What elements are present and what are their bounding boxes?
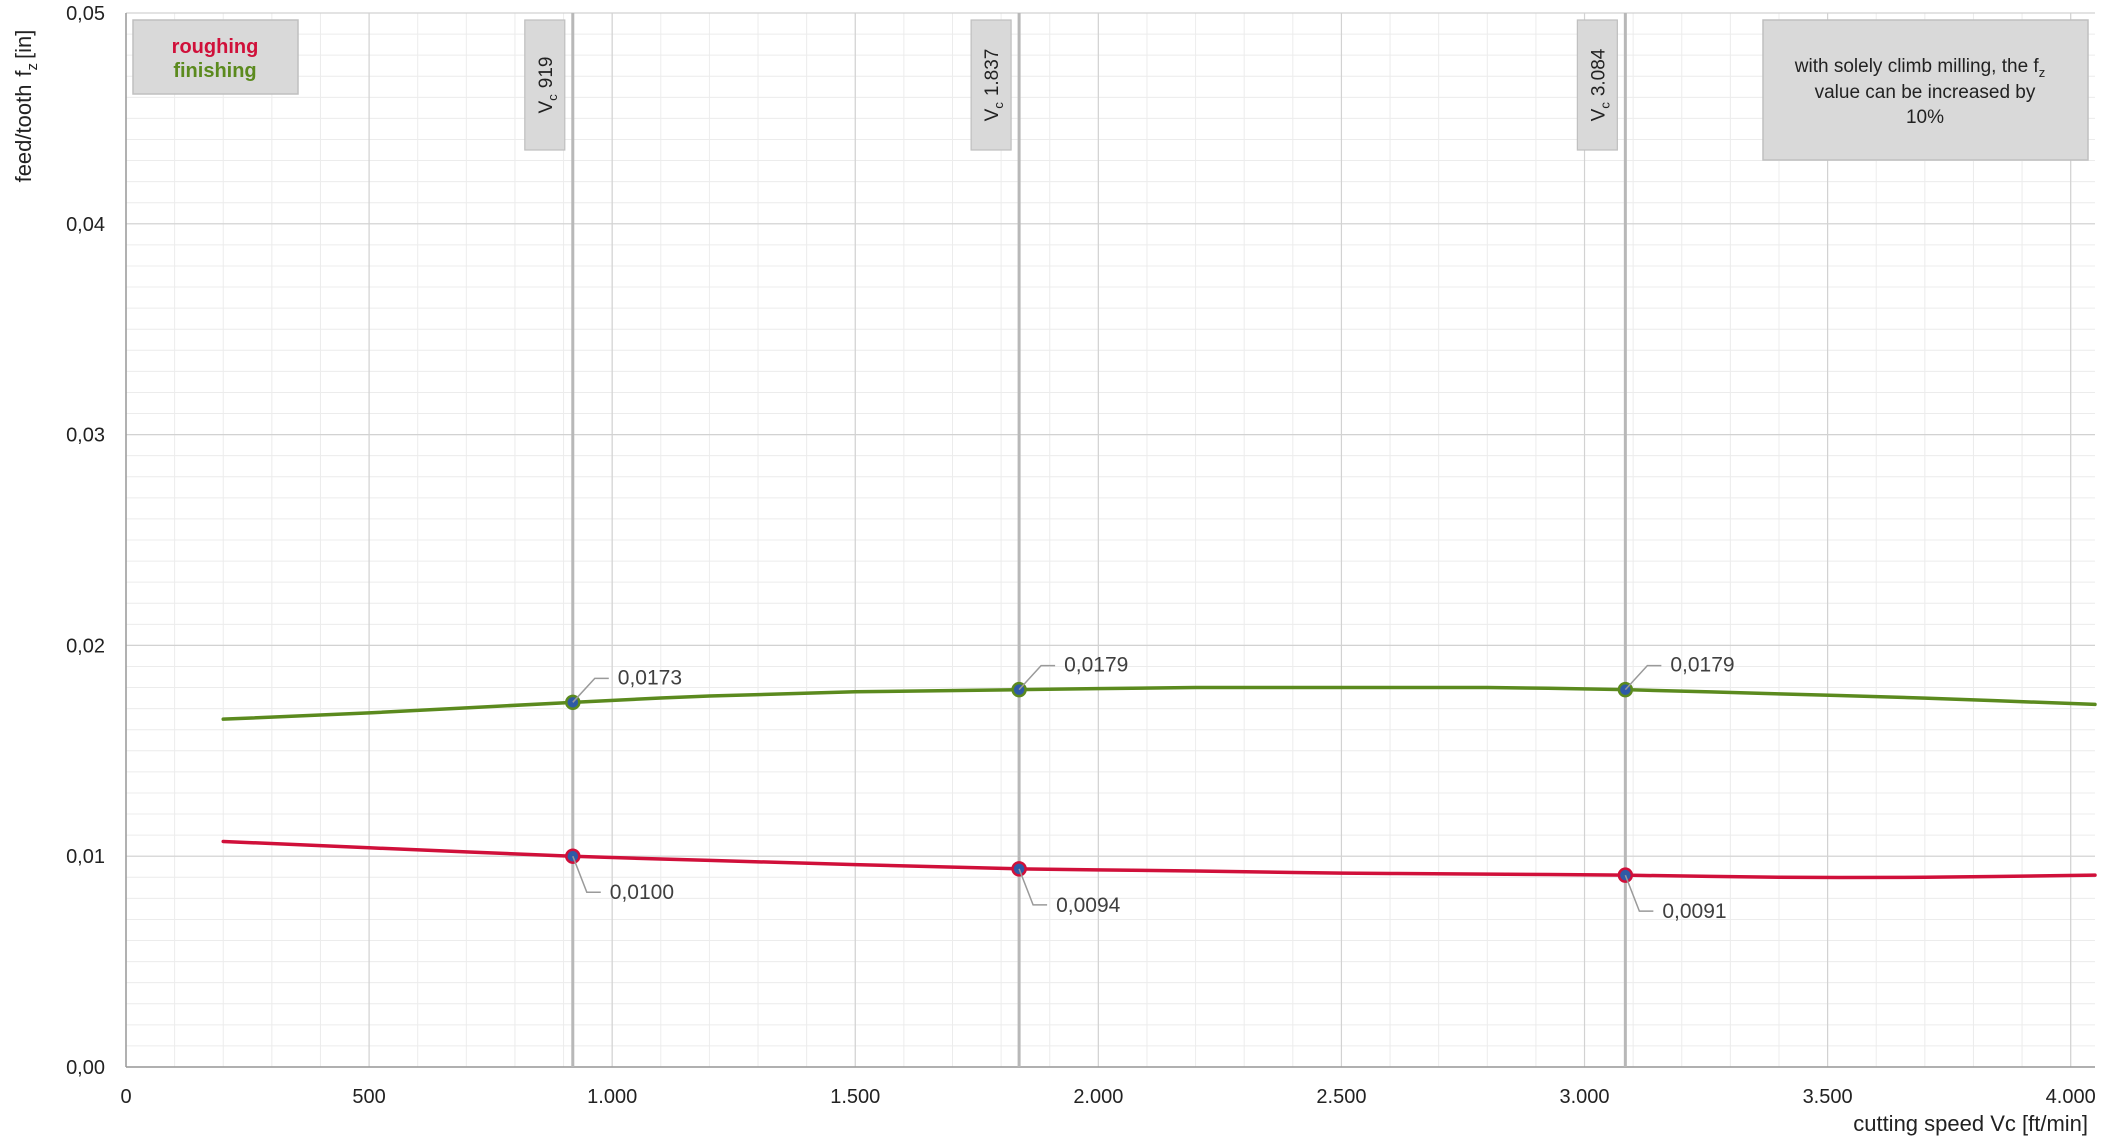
- roughing-data-label: 0,0100: [610, 881, 674, 904]
- vc-label-value: 3.084: [1588, 48, 1609, 96]
- x-tick-label: 1.000: [587, 1086, 637, 1108]
- x-tick-label: 4.000: [2046, 1086, 2096, 1108]
- y-axis-title-symbol: f: [11, 70, 36, 77]
- cutting-speed-reference-lines: Vc 919 Vc 1.837 Vc 3.084: [524, 13, 1627, 1067]
- note-line-3: 10%: [1906, 107, 1944, 128]
- y-tick-label: 0,02: [66, 635, 105, 657]
- finishing-data-label: 0,0173: [618, 666, 682, 689]
- x-axis-title: cutting speed Vc [ft/min]: [1853, 1111, 2088, 1136]
- vc-label: Vc 1.837: [982, 49, 1006, 122]
- legend-box: roughing finishing: [132, 19, 299, 95]
- y-axis-tick-labels: 0,00 0,01 0,02 0,03 0,04 0,05: [66, 3, 105, 1079]
- legend-finishing: finishing: [173, 60, 256, 82]
- vc-label-symbol: V: [536, 100, 557, 113]
- y-tick-label: 0,01: [66, 846, 105, 868]
- x-axis-tick-labels: 0 500 1.000 1.500 2.000 2.500 3.000 3.500 4.000: [120, 1086, 2095, 1108]
- y-tick-label: 0,04: [66, 214, 105, 236]
- x-tick-label: 500: [352, 1086, 385, 1108]
- finishing-data-label-leader: [1018, 664, 1056, 691]
- vc-label-sub: c: [545, 94, 560, 101]
- vc-label-symbol: V: [1588, 108, 1609, 121]
- y-axis-title-unit: [in]: [11, 30, 36, 59]
- finishing-data-label: 0,0179: [1670, 654, 1734, 677]
- legend-roughing: roughing: [172, 36, 259, 58]
- note-line-2: value can be increased by: [1815, 82, 2036, 103]
- vc-label-sub: c: [1597, 102, 1612, 109]
- vc-label-value: 919: [536, 57, 557, 89]
- x-tick-label: 3.000: [1559, 1086, 1609, 1108]
- finishing-data-label-leader: [572, 677, 609, 703]
- y-tick-label: 0,00: [66, 1057, 105, 1079]
- finishing-data-label-leader: [1624, 664, 1662, 691]
- roughing-data-label-leader: [1018, 868, 1048, 906]
- note-line-1-sub: z: [2039, 65, 2046, 80]
- y-axis-title-text: feed/tooth: [11, 85, 36, 183]
- y-tick-label: 0,03: [66, 425, 105, 447]
- data-points: 0,0173 0,0100 0,0179 0,0094 0,0179 0,0091: [565, 654, 1735, 923]
- x-tick-label: 3.500: [1803, 1086, 1853, 1108]
- finishing-data-label: 0,0179: [1064, 654, 1128, 677]
- x-tick-label: 0: [120, 1086, 131, 1108]
- note-box: with solely climb milling, the fz value …: [1762, 19, 2089, 161]
- vc-label-sub: c: [991, 102, 1006, 109]
- roughing-data-label-leader: [1624, 874, 1654, 912]
- roughing-data-label: 0,0094: [1056, 894, 1121, 917]
- roughing-data-label-leader: [572, 855, 601, 893]
- vc-label-box: [1576, 19, 1618, 151]
- vc-label-value: 1.837: [982, 49, 1003, 97]
- vc-label: Vc 919: [536, 57, 560, 114]
- y-axis-title-sub: z: [24, 63, 41, 71]
- series-lines: [221, 685, 2097, 880]
- x-tick-label: 2.500: [1316, 1086, 1366, 1108]
- vc-label-symbol: V: [982, 108, 1003, 121]
- vc-label-box: [970, 19, 1012, 151]
- vc-label: Vc 3.084: [1588, 48, 1612, 121]
- x-tick-label: 2.000: [1073, 1086, 1123, 1108]
- y-axis-title: feed/tooth fz [in]: [11, 30, 41, 183]
- roughing-data-label: 0,0091: [1662, 900, 1726, 923]
- series-line-roughing: [221, 839, 2097, 880]
- series-line-finishing: [221, 685, 2097, 721]
- x-tick-label: 1.500: [830, 1086, 880, 1108]
- y-tick-label: 0,05: [66, 3, 105, 25]
- note-line-1: with solely climb milling, the fz: [1794, 56, 2045, 80]
- note-line-1-text: with solely climb milling, the f: [1794, 56, 2040, 77]
- vc-label-box: [524, 19, 566, 151]
- plot-axes: [125, 13, 2095, 1068]
